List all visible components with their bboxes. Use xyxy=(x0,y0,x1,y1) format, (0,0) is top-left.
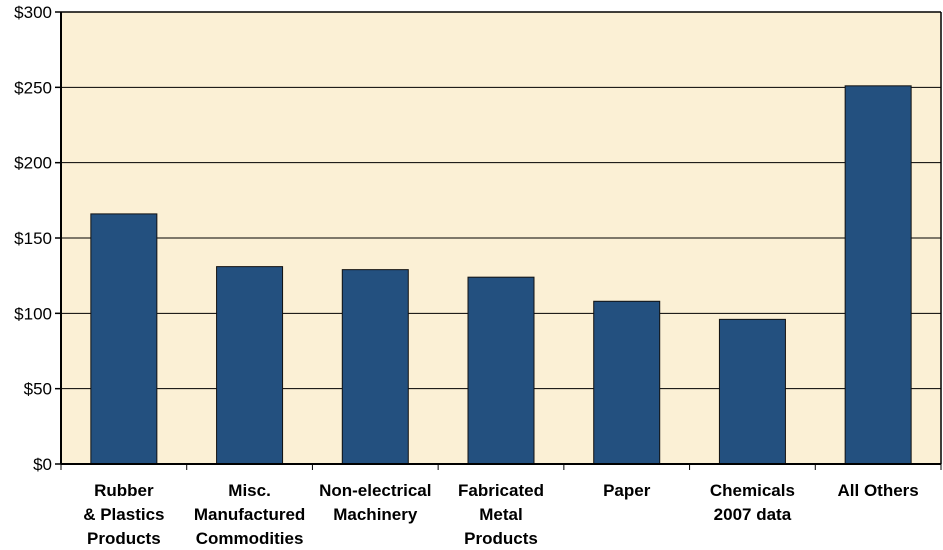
y-tick-label-3: $150 xyxy=(14,229,52,248)
x-tick-label-line: Misc. xyxy=(228,481,271,500)
x-tick-label-line: Products xyxy=(87,529,161,548)
y-tick-label-6: $300 xyxy=(14,3,52,22)
x-tick-label-6: All Others xyxy=(838,481,919,500)
bar-3 xyxy=(467,276,535,465)
x-tick-labels: Rubber & Plastics Products Misc. Manufacture… xyxy=(83,481,919,548)
x-tick-label-4: Paper xyxy=(603,481,651,500)
x-tick-label-line: 2007 data xyxy=(714,505,792,524)
x-tick-label-line: Manufactured xyxy=(194,505,305,524)
x-tick-label-0: Rubber & Plastics Products xyxy=(83,481,164,548)
bar-4 xyxy=(593,300,661,465)
x-tick-label-line: Fabricated xyxy=(458,481,544,500)
axes xyxy=(55,11,942,470)
x-tick-label-line: Commodities xyxy=(196,529,304,548)
x-tick-label-line: Rubber xyxy=(94,481,154,500)
bar-2 xyxy=(341,269,409,465)
x-tick-label-line: Machinery xyxy=(333,505,418,524)
x-tick-label-line: Non-electrical xyxy=(319,481,431,500)
x-tick-label-3: Fabricated Metal Products xyxy=(458,481,544,548)
y-tick-label-5: $250 xyxy=(14,78,52,97)
bar-5 xyxy=(718,318,786,465)
x-tick-label-line: All Others xyxy=(838,481,919,500)
y-tick-label-1: $50 xyxy=(24,380,52,399)
y-tick-label-2: $100 xyxy=(14,304,52,323)
x-tick-label-line: Paper xyxy=(603,481,651,500)
y-tick-labels: $0 $50 $100 $150 $200 $250 $300 xyxy=(14,3,52,474)
x-tick-label-5: Chemicals 2007 data xyxy=(710,481,795,524)
x-tick-label-line: Chemicals xyxy=(710,481,795,500)
x-tick-label-1: Misc. Manufactured Commodities xyxy=(194,481,305,548)
y-tick-label-0: $0 xyxy=(33,455,52,474)
x-tick-label-line: & Plastics xyxy=(83,505,164,524)
bars xyxy=(90,85,912,465)
x-tick-label-line: Products xyxy=(464,529,538,548)
x-tick-label-line: Metal xyxy=(479,505,522,524)
x-tick-label-2: Non-electrical Machinery xyxy=(319,481,431,524)
bar-1 xyxy=(216,266,284,465)
bar-0 xyxy=(90,213,158,465)
y-tick-label-4: $200 xyxy=(14,154,52,173)
bar-6 xyxy=(844,85,912,465)
